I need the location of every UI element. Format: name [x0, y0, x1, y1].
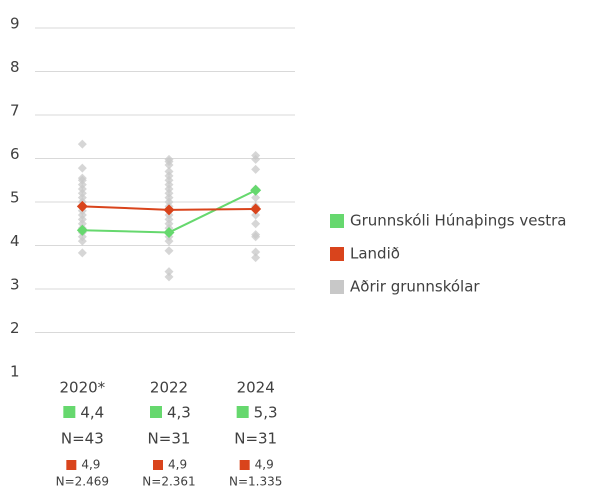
other-school-point [164, 272, 174, 282]
other-school-point [251, 154, 261, 164]
y-tick-label: 7 [10, 102, 20, 120]
y-tick-label: 5 [10, 189, 20, 207]
n-label: N=31 [234, 430, 277, 448]
y-tick-label: 8 [10, 58, 20, 76]
x-tick-label: 2020* [59, 379, 105, 397]
other-school-point [164, 236, 174, 246]
series-point [76, 200, 88, 212]
value-label: 4,9 [255, 458, 274, 472]
other-school-point [77, 236, 87, 246]
other-school-point [251, 232, 261, 242]
y-tick-label: 9 [10, 15, 20, 33]
other-school-point [77, 139, 87, 149]
other-school-point [251, 247, 261, 257]
series-point [76, 224, 88, 236]
legend-label: Aðrir grunnskólar [350, 278, 480, 296]
value-swatch [63, 406, 76, 418]
n-label: N=31 [148, 430, 191, 448]
other-school-point [164, 160, 174, 170]
other-school-point [251, 219, 261, 229]
value-swatch [150, 406, 162, 418]
other-school-point [251, 193, 261, 203]
value-swatch [66, 460, 77, 470]
series-point [250, 203, 262, 215]
series-point [163, 204, 175, 216]
value-swatch [153, 460, 163, 470]
other-school-point [251, 253, 261, 263]
series-point [163, 226, 175, 238]
value-label: 5,3 [254, 404, 278, 422]
value-swatch [239, 460, 250, 470]
y-tick-label: 2 [10, 319, 20, 337]
other-school-point [164, 246, 174, 256]
value-label: 4,9 [168, 458, 187, 472]
series-point [250, 184, 262, 196]
n-label: N=1.335 [229, 475, 282, 489]
y-tick-label: 1 [10, 363, 20, 381]
y-tick-label: 3 [10, 276, 20, 294]
n-label: N=2.469 [56, 475, 109, 489]
legend-label: Grunnskóli Húnaþings vestra [350, 212, 567, 230]
x-tick-label: 2024 [237, 379, 275, 397]
legend-label: Landið [350, 245, 400, 263]
other-school-point [251, 164, 261, 174]
n-label: N=2.361 [142, 475, 195, 489]
n-label: N=43 [61, 430, 104, 448]
legend-swatch [330, 280, 344, 294]
value-label: 4,3 [167, 404, 191, 422]
other-school-point [164, 267, 174, 277]
y-tick-label: 4 [10, 232, 20, 250]
value-label: 4,9 [81, 458, 100, 472]
value-label: 4,4 [80, 404, 104, 422]
legend-swatch [330, 247, 344, 261]
value-swatch [236, 406, 249, 418]
other-school-point [251, 210, 261, 220]
y-tick-label: 6 [10, 145, 20, 163]
x-tick-label: 2022 [150, 379, 188, 397]
other-school-point [77, 248, 87, 258]
other-school-point [77, 163, 87, 173]
legend-swatch [330, 214, 344, 228]
